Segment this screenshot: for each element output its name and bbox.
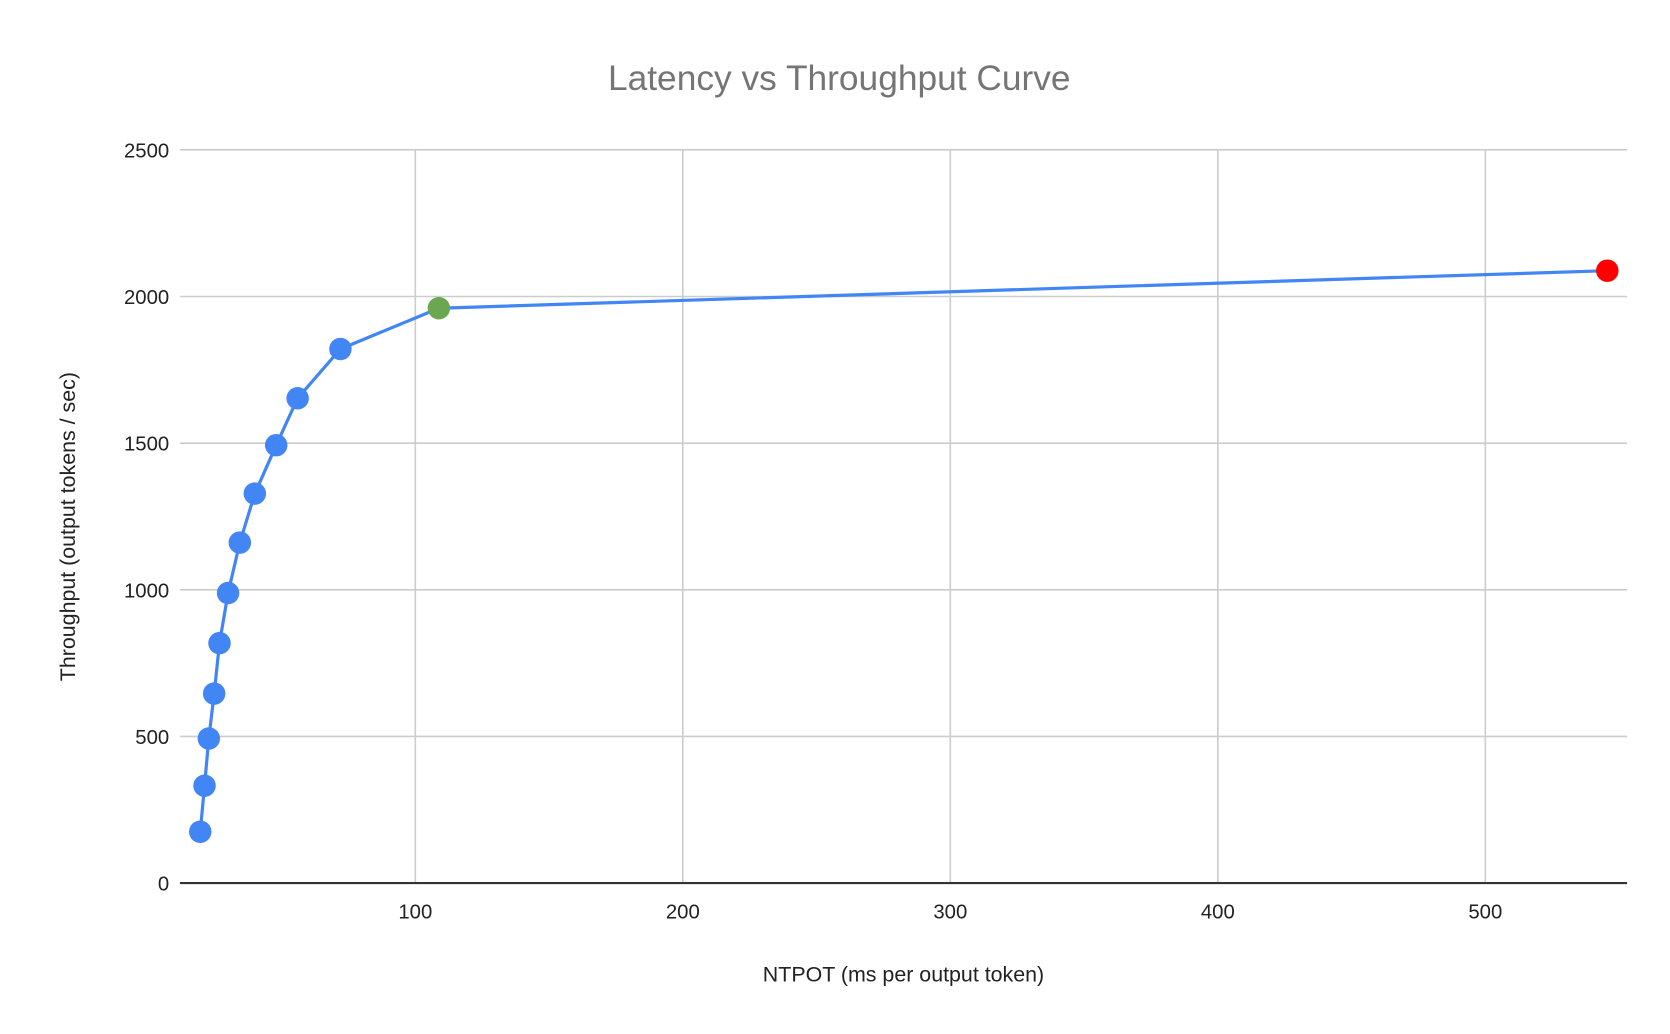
y-axis-label: Throughput (output tokens / sec) [56,372,80,681]
data-points [189,259,1619,843]
gridlines [179,149,1628,884]
data-point [216,581,240,605]
y-tick-label: 2000 [124,287,169,309]
data-point [193,774,216,797]
data-point [264,433,288,457]
data-point [228,531,252,554]
data-point [1596,259,1619,282]
data-point [197,727,221,750]
data-point [208,631,231,655]
y-tick-label: 1000 [124,580,169,602]
x-axis-label: NTPOT (ms per output token) [763,963,1044,987]
y-tick-label: 1500 [124,434,169,456]
x-tick-label: 200 [666,901,700,923]
series-line [198,269,1608,832]
x-tick-label: 400 [1201,901,1235,923]
data-point [427,296,451,320]
data-point [286,387,309,410]
chart-title: Latency vs Throughput Curve [608,59,1071,98]
data-point [243,482,267,505]
tick-labels: 0 500 1000 1500 2000 2500 100 200 300 400 500 [124,140,1502,923]
x-tick-label: 300 [933,901,967,923]
x-tick-label: 500 [1468,901,1502,923]
data-point [202,682,226,705]
data-point [329,337,352,361]
data-point [189,820,212,843]
y-tick-label: 500 [135,727,169,749]
x-tick-label: 100 [398,901,432,923]
y-tick-label: 0 [158,874,169,896]
y-tick-label: 2500 [124,140,169,162]
